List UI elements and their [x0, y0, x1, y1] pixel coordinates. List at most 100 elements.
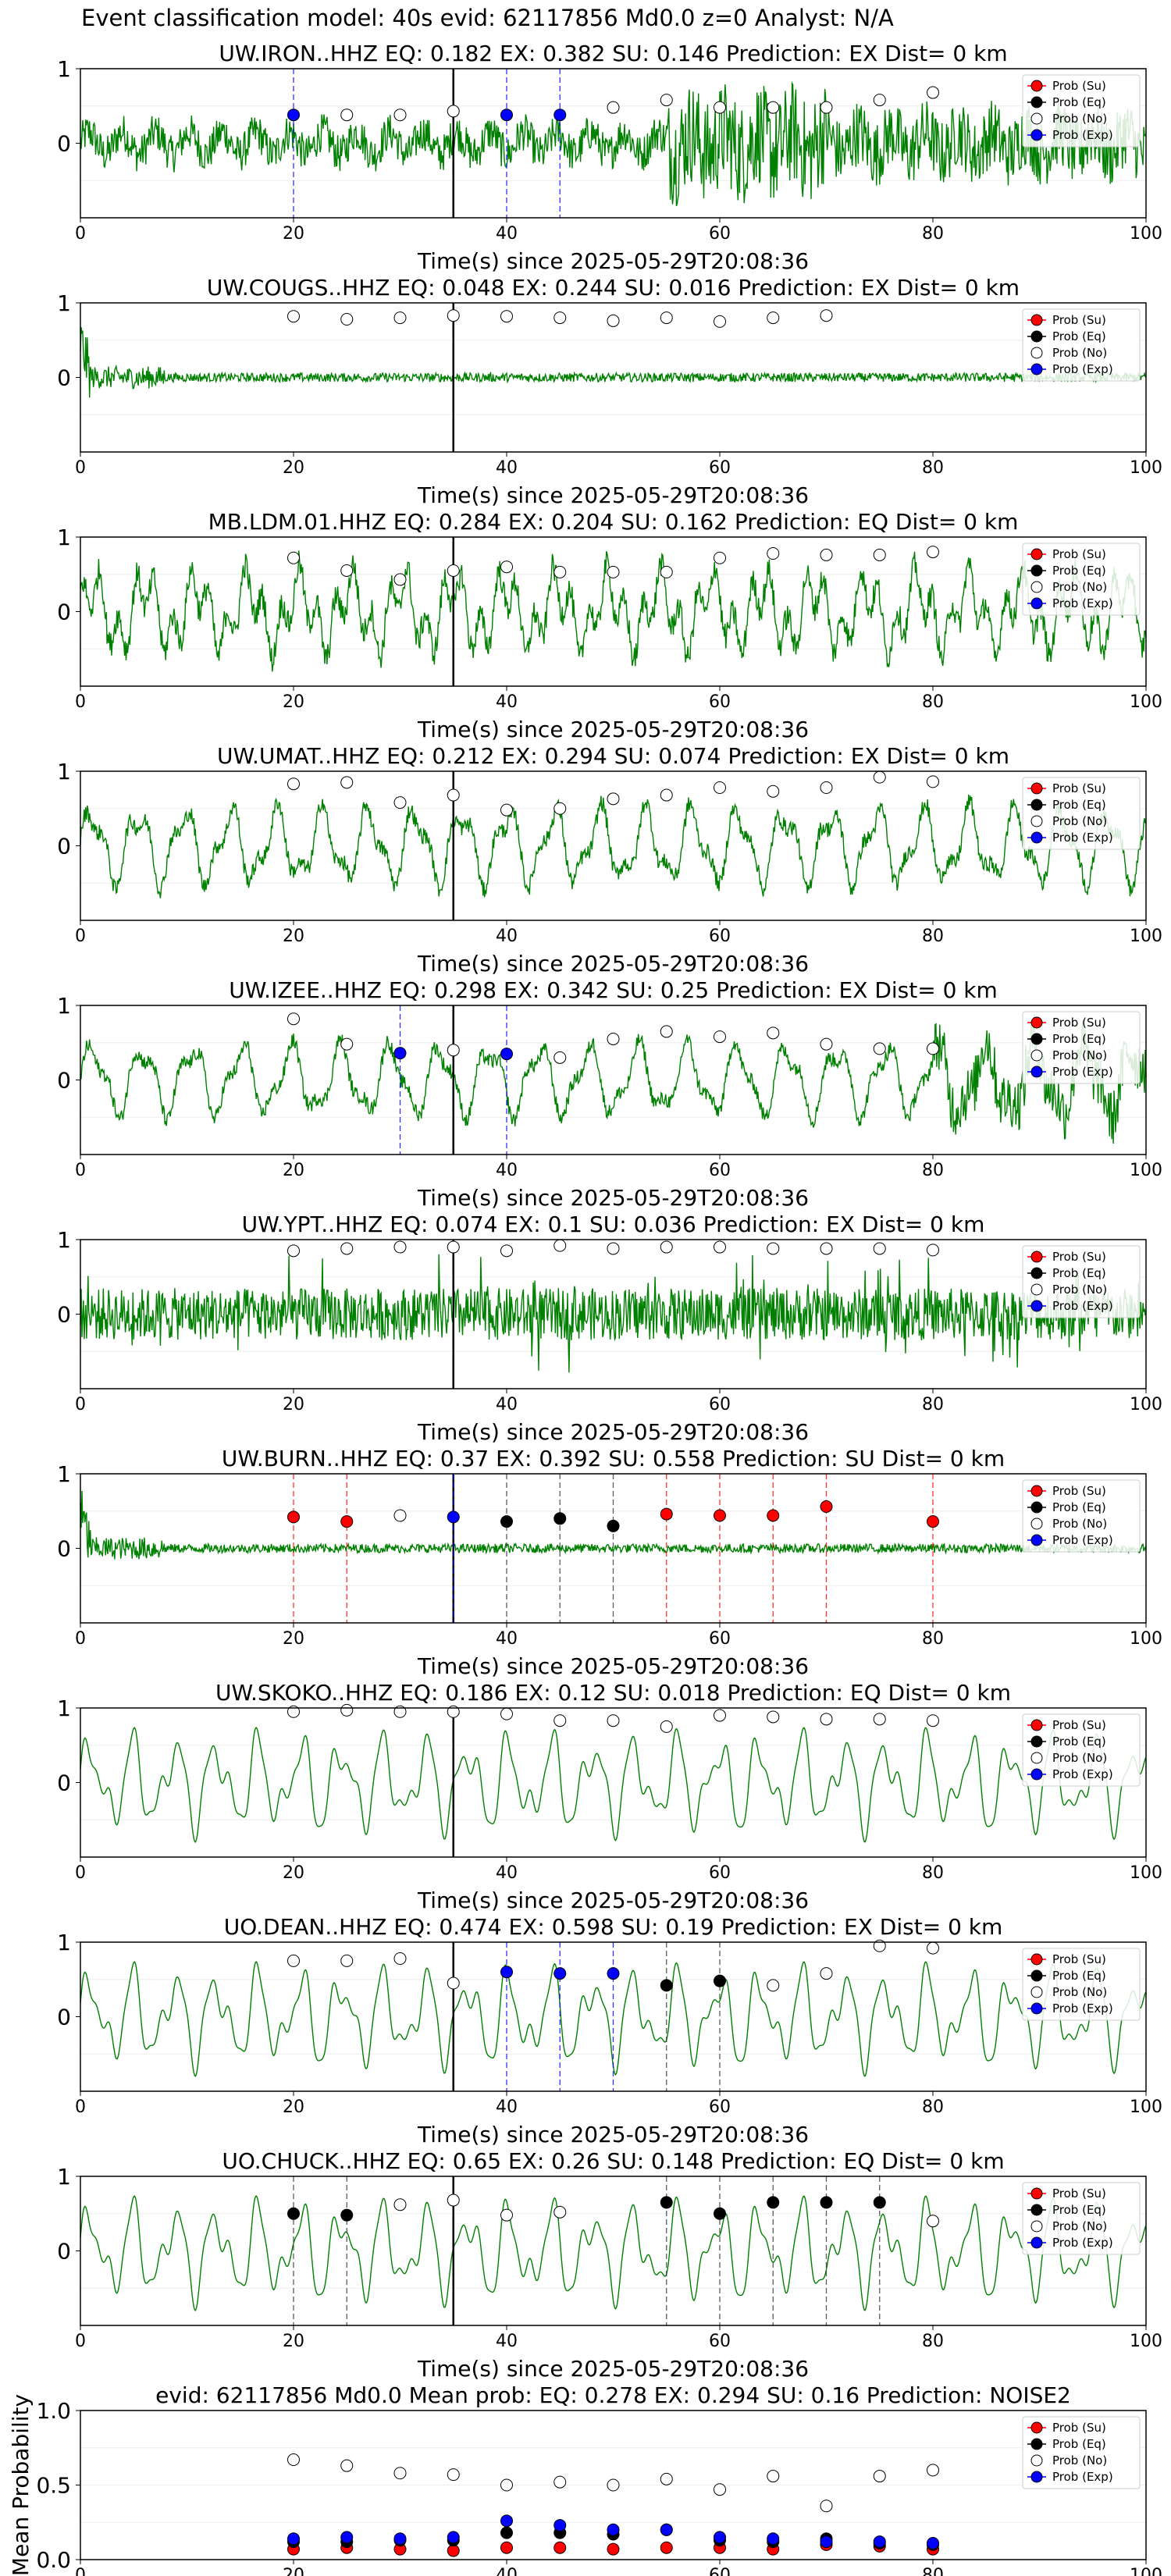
legend-marker-exp — [1030, 129, 1043, 141]
mean-marker-exp — [553, 2519, 567, 2532]
legend-marker-su — [1030, 1251, 1043, 1263]
x-tick-label: 40 — [496, 1161, 518, 1180]
y-tick-label: 1 — [57, 1227, 71, 1253]
prob-marker-no — [607, 1032, 620, 1045]
prob-marker-no — [447, 564, 460, 577]
legend-marker-su — [1030, 1485, 1043, 1497]
x-tick-label: 40 — [496, 1395, 518, 1414]
waveform-trace — [80, 2195, 1147, 2311]
legend-label-exp: Prob (Exp) — [1052, 1533, 1113, 1547]
prob-marker-no — [660, 1240, 673, 1254]
subplot-title: UW.YPT..HHZ EQ: 0.074 EX: 0.1 SU: 0.036 … — [242, 1212, 985, 1237]
prob-marker-su — [660, 1507, 673, 1521]
x-tick-label: 80 — [922, 927, 944, 946]
prob-marker-exp — [393, 1047, 407, 1060]
x-tick-label: 20 — [283, 692, 304, 712]
prob-marker-exp — [607, 1967, 620, 1980]
prob-marker-eq — [340, 2208, 354, 2222]
prob-marker-no — [393, 573, 407, 586]
prob-marker-no — [927, 86, 939, 99]
legend-marker-eq — [1030, 96, 1043, 109]
legend-label-exp: Prob (Exp) — [1052, 596, 1113, 610]
legend-marker-eq — [1030, 1735, 1043, 1748]
x-tick-label: 40 — [496, 2097, 518, 2117]
subplot-9: UO.CHUCK..HHZ EQ: 0.65 EX: 0.26 SU: 0.14… — [57, 2148, 1162, 2382]
legend-marker-exp — [1030, 2002, 1043, 2015]
y-tick-label: 0.5 — [36, 2473, 71, 2499]
mean-marker-exp — [607, 2523, 620, 2536]
x-tick-label: 0 — [75, 927, 86, 946]
legend-label-exp: Prob (Exp) — [1052, 1065, 1113, 1079]
subplot-title: UW.BURN..HHZ EQ: 0.37 EX: 0.392 SU: 0.55… — [222, 1446, 1005, 1471]
prob-marker-no — [820, 1713, 833, 1726]
subplot-title: UW.COUGS..HHZ EQ: 0.048 EX: 0.244 SU: 0.… — [207, 275, 1020, 301]
prob-marker-no — [500, 2208, 513, 2222]
legend-box — [1022, 777, 1141, 850]
legend-label-exp: Prob (Exp) — [1052, 831, 1113, 845]
x-tick-label: 20 — [283, 1161, 304, 1180]
legend-label-su: Prob (Su) — [1052, 781, 1106, 795]
legend-label-su: Prob (Su) — [1052, 2421, 1106, 2435]
prob-marker-no — [873, 1939, 886, 1952]
x-axis-label: Time(s) since 2025-05-29T20:08:36 — [417, 2122, 809, 2147]
prob-marker-no — [287, 1244, 300, 1258]
prob-marker-no — [393, 2198, 407, 2211]
prob-marker-no — [500, 310, 513, 323]
mean-marker-exp — [447, 2531, 460, 2544]
prob-marker-no — [714, 1240, 726, 1254]
x-tick-label: 0 — [75, 224, 86, 244]
legend-box — [1022, 1245, 1141, 1318]
prob-marker-eq — [767, 2196, 780, 2209]
mean-marker-su — [660, 2541, 673, 2554]
legend-marker-eq — [1030, 2438, 1043, 2450]
prob-marker-no — [447, 309, 460, 322]
subplot-7: UW.SKOKO..HHZ EQ: 0.186 EX: 0.12 SU: 0.0… — [57, 1680, 1162, 1913]
legend-marker-no — [1030, 815, 1043, 827]
prob-marker-no — [927, 1244, 939, 1257]
legend-box — [1022, 74, 1141, 148]
x-tick-label: 80 — [922, 2097, 944, 2117]
y-tick-label: 1 — [57, 1695, 71, 1721]
legend-label-no: Prob (No) — [1052, 580, 1107, 594]
subplot-title: UO.CHUCK..HHZ EQ: 0.65 EX: 0.26 SU: 0.14… — [222, 2148, 1004, 2174]
legend-label-no: Prob (No) — [1052, 1283, 1107, 1297]
legend-box — [1022, 1011, 1141, 1084]
legend-marker-su — [1030, 548, 1043, 560]
legend-marker-exp — [1030, 1300, 1043, 1312]
prob-marker-no — [767, 785, 780, 798]
prob-marker-eq — [500, 1515, 513, 1528]
legend-marker-exp — [1030, 1768, 1043, 1781]
x-axis-label: Time(s) since 2025-05-29T20:08:36 — [417, 2356, 809, 2382]
prob-marker-no — [553, 311, 567, 325]
mean-marker-no — [873, 2470, 886, 2483]
prob-marker-no — [607, 314, 620, 327]
x-tick-label: 40 — [496, 1863, 518, 1883]
legend-marker-su — [1030, 1953, 1043, 1966]
mean-marker-exp — [500, 2514, 513, 2528]
x-tick-label: 100 — [1130, 1863, 1162, 1883]
prob-marker-no — [340, 1037, 354, 1051]
legend-box — [1022, 2416, 1141, 2489]
prob-marker-no — [927, 1042, 939, 1055]
x-tick-label: 40 — [496, 692, 518, 712]
prob-marker-no — [447, 105, 460, 118]
legend-marker-no — [1030, 1752, 1043, 1764]
mean-marker-no — [820, 2500, 833, 2513]
x-axis-label: Time(s) since 2025-05-29T20:08:36 — [417, 1419, 809, 1445]
prob-marker-no — [553, 565, 567, 578]
prob-marker-no — [553, 2205, 567, 2218]
prob-marker-eq — [660, 2196, 673, 2209]
legend-marker-su — [1030, 314, 1043, 326]
legend-label-eq: Prob (Eq) — [1052, 2437, 1106, 2451]
legend-label-eq: Prob (Eq) — [1052, 1500, 1106, 1514]
x-axis-label: Time(s) since 2025-05-29T20:08:36 — [417, 482, 809, 508]
y-tick-label: 0.0 — [36, 2547, 71, 2573]
subplot-title: evid: 62117856 Md0.0 Mean prob: EQ: 0.27… — [155, 2382, 1071, 2408]
legend-label-su: Prob (Su) — [1052, 1016, 1106, 1030]
prob-marker-no — [553, 1051, 567, 1064]
legend-box — [1022, 308, 1141, 382]
prob-marker-no — [287, 1705, 300, 1718]
x-tick-label: 80 — [922, 2332, 944, 2351]
prob-marker-no — [287, 551, 300, 564]
